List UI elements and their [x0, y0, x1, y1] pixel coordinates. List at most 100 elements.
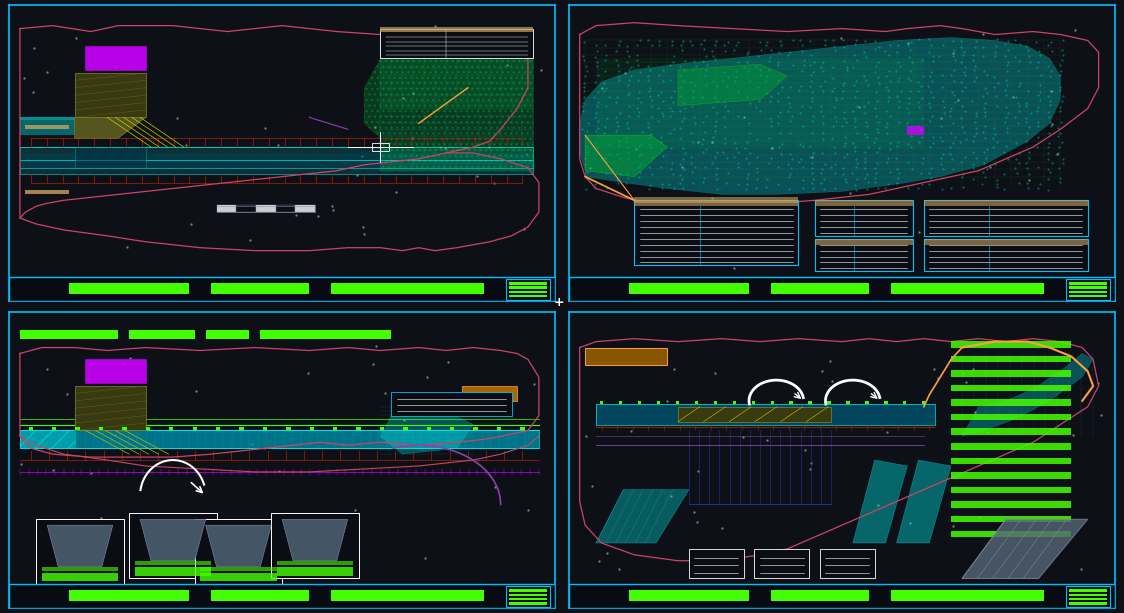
Bar: [129, 513, 217, 579]
Bar: [1069, 286, 1107, 289]
Polygon shape: [20, 430, 74, 448]
Point: [390, 37, 408, 47]
Bar: [391, 392, 511, 416]
Point: [480, 142, 498, 151]
Point: [970, 512, 988, 522]
Bar: [256, 205, 275, 212]
Point: [309, 211, 327, 221]
Bar: [123, 427, 127, 430]
Point: [689, 466, 707, 476]
Bar: [509, 590, 547, 592]
Bar: [28, 427, 33, 430]
Bar: [211, 590, 309, 601]
Bar: [656, 401, 660, 404]
Bar: [569, 277, 1115, 301]
Point: [747, 259, 765, 268]
Point: [243, 440, 261, 449]
Text: +: +: [553, 296, 564, 310]
Bar: [951, 472, 1071, 479]
Bar: [380, 427, 384, 430]
Bar: [99, 427, 103, 430]
Polygon shape: [74, 147, 145, 168]
Point: [169, 563, 187, 573]
Bar: [261, 330, 391, 338]
Point: [796, 445, 814, 455]
Bar: [951, 370, 1071, 377]
Point: [404, 88, 422, 97]
Point: [851, 102, 869, 112]
Bar: [277, 566, 353, 576]
Point: [706, 368, 724, 378]
Bar: [506, 279, 550, 300]
Bar: [332, 590, 484, 601]
Bar: [1069, 598, 1107, 600]
Bar: [75, 427, 80, 430]
Point: [645, 225, 663, 235]
Bar: [924, 200, 1088, 206]
Bar: [9, 584, 555, 608]
Point: [256, 123, 274, 133]
Point: [901, 518, 919, 528]
Point: [167, 113, 185, 123]
Point: [756, 248, 774, 258]
Point: [801, 463, 819, 473]
Point: [404, 133, 422, 143]
Point: [364, 359, 382, 369]
Bar: [236, 205, 256, 212]
Point: [392, 36, 410, 46]
Bar: [462, 386, 517, 401]
Point: [665, 364, 683, 374]
Bar: [9, 277, 555, 301]
Bar: [20, 120, 74, 135]
Point: [287, 210, 305, 219]
Bar: [275, 205, 296, 212]
Point: [1067, 25, 1085, 35]
Bar: [169, 427, 173, 430]
Bar: [20, 147, 534, 173]
Bar: [509, 286, 547, 289]
Point: [704, 137, 722, 147]
Bar: [951, 414, 1071, 421]
Bar: [520, 427, 525, 430]
Point: [1017, 200, 1035, 210]
Bar: [733, 401, 736, 404]
Point: [517, 53, 535, 63]
Bar: [404, 427, 408, 430]
Bar: [676, 401, 679, 404]
Point: [1093, 410, 1111, 420]
Point: [25, 43, 43, 53]
Bar: [815, 200, 913, 206]
Bar: [26, 190, 69, 194]
Bar: [1069, 590, 1107, 592]
Bar: [569, 584, 1115, 608]
Bar: [69, 590, 189, 601]
Bar: [1069, 295, 1107, 297]
Bar: [85, 359, 146, 383]
Point: [57, 389, 75, 399]
Bar: [217, 205, 315, 212]
Bar: [951, 356, 1071, 362]
Point: [469, 172, 487, 181]
Point: [436, 143, 454, 153]
Bar: [20, 330, 118, 338]
Point: [930, 373, 948, 383]
Polygon shape: [380, 407, 473, 454]
Point: [355, 229, 373, 238]
Point: [1019, 175, 1037, 185]
Bar: [380, 29, 534, 58]
Bar: [450, 427, 454, 430]
Bar: [36, 519, 124, 584]
Bar: [815, 239, 913, 272]
Point: [11, 459, 29, 469]
Bar: [332, 283, 484, 294]
Bar: [891, 590, 1044, 601]
Point: [142, 516, 160, 525]
Polygon shape: [140, 519, 206, 561]
Point: [1069, 242, 1087, 252]
Bar: [372, 143, 389, 151]
Point: [366, 122, 384, 132]
Bar: [951, 530, 1071, 537]
Point: [659, 396, 677, 406]
Point: [910, 227, 928, 237]
Bar: [309, 427, 314, 430]
